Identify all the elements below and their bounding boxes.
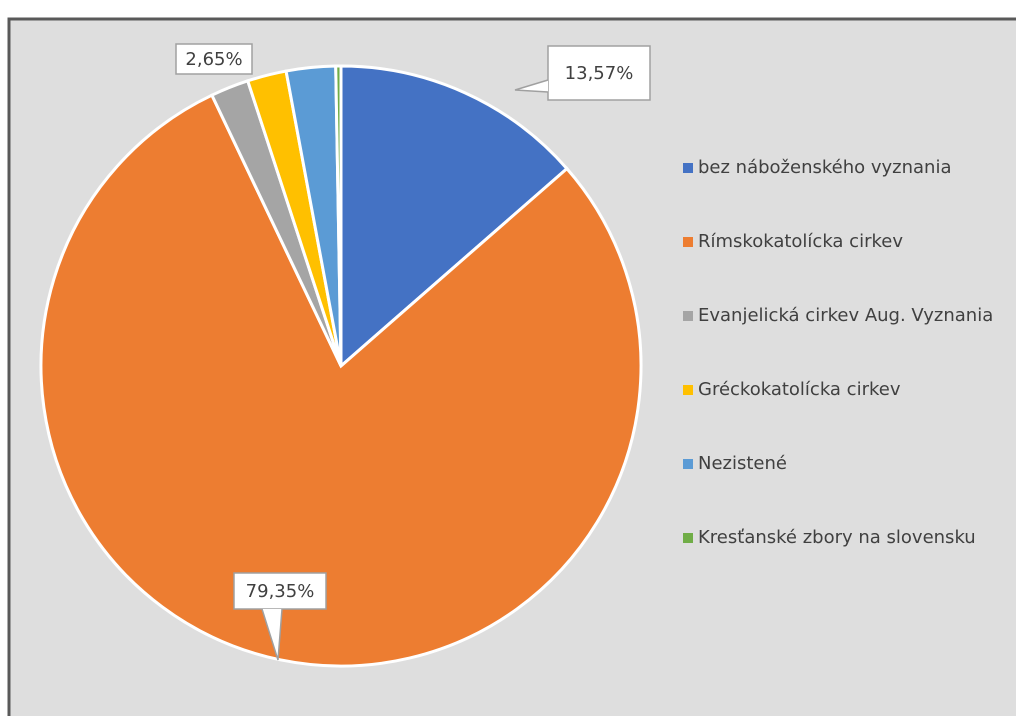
legend-label: Rímskokatolícka cirkev — [698, 231, 903, 252]
label-box — [233, 572, 327, 610]
legend-swatch — [683, 163, 693, 173]
label-box — [547, 45, 651, 101]
data-label: 79,35% — [246, 581, 315, 602]
pie-slice — [334, 64, 343, 367]
data-label: 13,57% — [565, 63, 634, 84]
legend-swatch — [683, 385, 693, 395]
legend-label: Nezistené — [698, 453, 787, 474]
legend-label: bez náboženského vyznania — [698, 157, 952, 178]
legend-swatch — [683, 237, 693, 247]
pie-slice — [339, 64, 570, 370]
label-pointer — [261, 608, 283, 661]
label-pointer — [514, 79, 549, 93]
pie-slice — [39, 93, 643, 668]
legend-label: Evanjelická cirkev Aug. Vyznania — [698, 305, 993, 326]
legend-label: Gréckokatolícka cirkev — [698, 379, 901, 400]
legend-label: Kresťanské zbory na slovensku — [698, 527, 976, 548]
label-box — [175, 43, 253, 75]
legend-swatch — [683, 459, 693, 469]
legend-swatch — [683, 533, 693, 543]
legend-swatch — [683, 311, 693, 321]
data-label: 2,65% — [185, 49, 242, 70]
